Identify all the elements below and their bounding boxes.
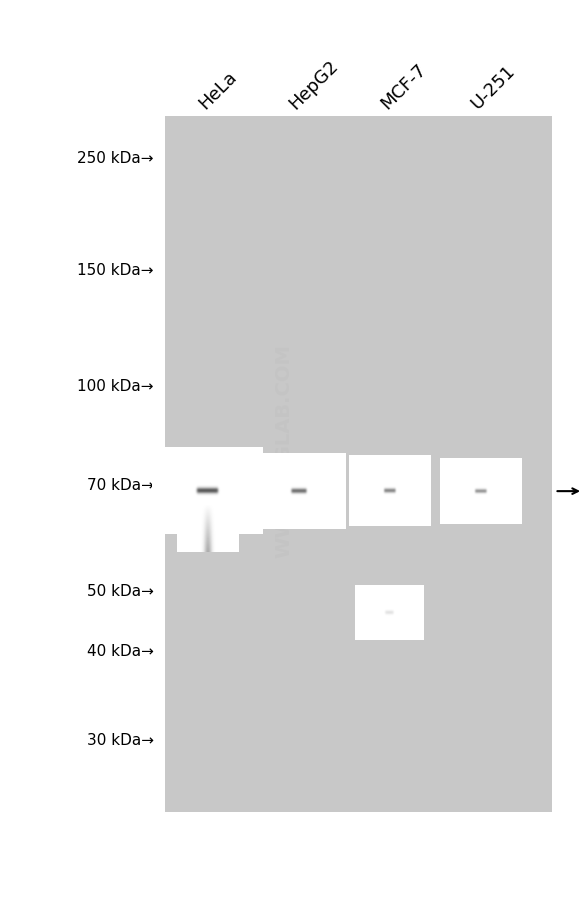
Text: HeLa: HeLa [195, 68, 240, 113]
Text: HepG2: HepG2 [286, 57, 342, 113]
Text: WWW.PTGLAB.COM: WWW.PTGLAB.COM [275, 345, 294, 557]
Text: 30 kDa→: 30 kDa→ [86, 732, 154, 747]
Text: U-251: U-251 [468, 62, 519, 113]
Text: 150 kDa→: 150 kDa→ [77, 263, 154, 278]
Text: 100 kDa→: 100 kDa→ [77, 379, 154, 393]
Text: 250 kDa→: 250 kDa→ [77, 151, 154, 165]
Text: 50 kDa→: 50 kDa→ [86, 584, 154, 598]
Text: MCF-7: MCF-7 [377, 60, 429, 113]
Text: 70 kDa→: 70 kDa→ [86, 478, 154, 492]
FancyBboxPatch shape [165, 117, 552, 812]
Text: 40 kDa→: 40 kDa→ [86, 644, 154, 658]
